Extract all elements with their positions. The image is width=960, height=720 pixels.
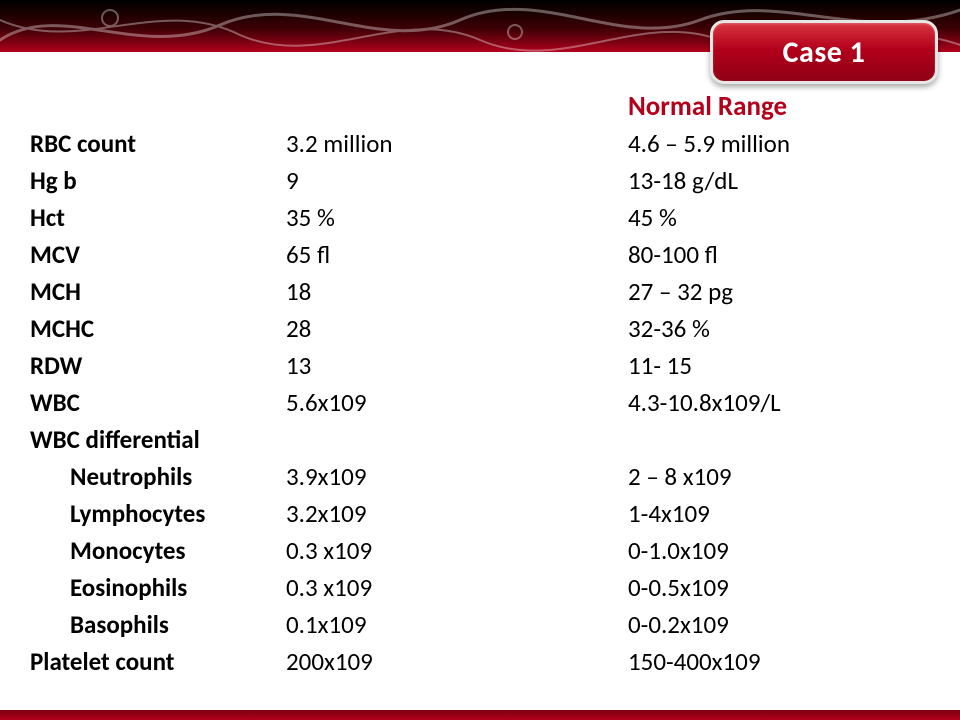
param-value: 13 <box>286 350 586 381</box>
table-row: Lymphocytes3.2x1091-4x109 <box>30 498 930 535</box>
param-value: 0.1x109 <box>286 609 586 640</box>
table-row: MCH1827 – 32 pg <box>30 276 930 313</box>
table-row: Hg b913-18 g/dL <box>30 165 930 202</box>
table-row: Monocytes0.3 x1090-1.0x109 <box>30 535 930 572</box>
param-value: 3.2x109 <box>286 498 586 529</box>
param-normal-range: 0-0.2x109 <box>586 609 930 640</box>
table-row: MCHC2832-36 % <box>30 313 930 350</box>
param-normal-range: 45 % <box>586 202 930 233</box>
param-normal-range: 80-100 fl <box>586 239 930 270</box>
param-label: Basophils <box>30 609 286 640</box>
param-value: 65 fl <box>286 239 586 270</box>
param-value: 0.3 x109 <box>286 572 586 603</box>
normal-range-header: Normal Range <box>628 90 787 123</box>
param-normal-range: 11- 15 <box>586 350 930 381</box>
param-label: Hct <box>30 202 286 233</box>
lab-results-table: RBC count3.2 million4.6 – 5.9 millionHg … <box>30 128 930 683</box>
case-badge: Case 1 <box>710 20 938 84</box>
param-normal-range: 1-4x109 <box>586 498 930 529</box>
table-row: Basophils0.1x1090-0.2x109 <box>30 609 930 646</box>
param-normal-range: 2 – 8 x109 <box>586 461 930 492</box>
param-value: 28 <box>286 313 586 344</box>
param-label: Platelet count <box>30 646 286 677</box>
param-normal-range: 32-36 % <box>586 313 930 344</box>
param-value: 0.3 x109 <box>286 535 586 566</box>
table-row: Hct35 %45 % <box>30 202 930 239</box>
param-normal-range: 0-0.5x109 <box>586 572 930 603</box>
param-value: 35 % <box>286 202 586 233</box>
param-label: MCHC <box>30 313 286 344</box>
table-row: Platelet count200x109150-400x109 <box>30 646 930 683</box>
param-value: 18 <box>286 276 586 307</box>
param-label: WBC <box>30 387 286 418</box>
param-label: Lymphocytes <box>30 498 286 529</box>
param-label: Eosinophils <box>30 572 286 603</box>
param-normal-range: 150-400x109 <box>586 646 930 677</box>
table-row: Neutrophils3.9x1092 – 8 x109 <box>30 461 930 498</box>
param-value: 3.2 million <box>286 128 586 159</box>
table-row: RDW1311- 15 <box>30 350 930 387</box>
param-normal-range: 0-1.0x109 <box>586 535 930 566</box>
param-value: 3.9x109 <box>286 461 586 492</box>
param-value: 5.6x109 <box>286 387 586 418</box>
param-label: WBC differential <box>30 424 286 455</box>
bottom-decorative-band <box>0 710 960 720</box>
param-normal-range: 13-18 g/dL <box>586 165 930 196</box>
param-label: RBC count <box>30 128 286 159</box>
table-row: RBC count3.2 million4.6 – 5.9 million <box>30 128 930 165</box>
param-label: Neutrophils <box>30 461 286 492</box>
table-row: Eosinophils0.3 x1090-0.5x109 <box>30 572 930 609</box>
table-row: WBC5.6x1094.3-10.8x109/L <box>30 387 930 424</box>
param-label: Hg b <box>30 165 286 196</box>
table-row: WBC differential <box>30 424 930 461</box>
param-label: RDW <box>30 350 286 381</box>
param-normal-range: 4.6 – 5.9 million <box>586 128 930 159</box>
param-value: 200x109 <box>286 646 586 677</box>
table-row: MCV65 fl80-100 fl <box>30 239 930 276</box>
param-normal-range: 27 – 32 pg <box>586 276 930 307</box>
case-label: Case 1 <box>783 34 866 71</box>
param-normal-range: 4.3-10.8x109/L <box>586 387 930 418</box>
param-value: 9 <box>286 165 586 196</box>
param-label: MCH <box>30 276 286 307</box>
param-label: Monocytes <box>30 535 286 566</box>
param-label: MCV <box>30 239 286 270</box>
